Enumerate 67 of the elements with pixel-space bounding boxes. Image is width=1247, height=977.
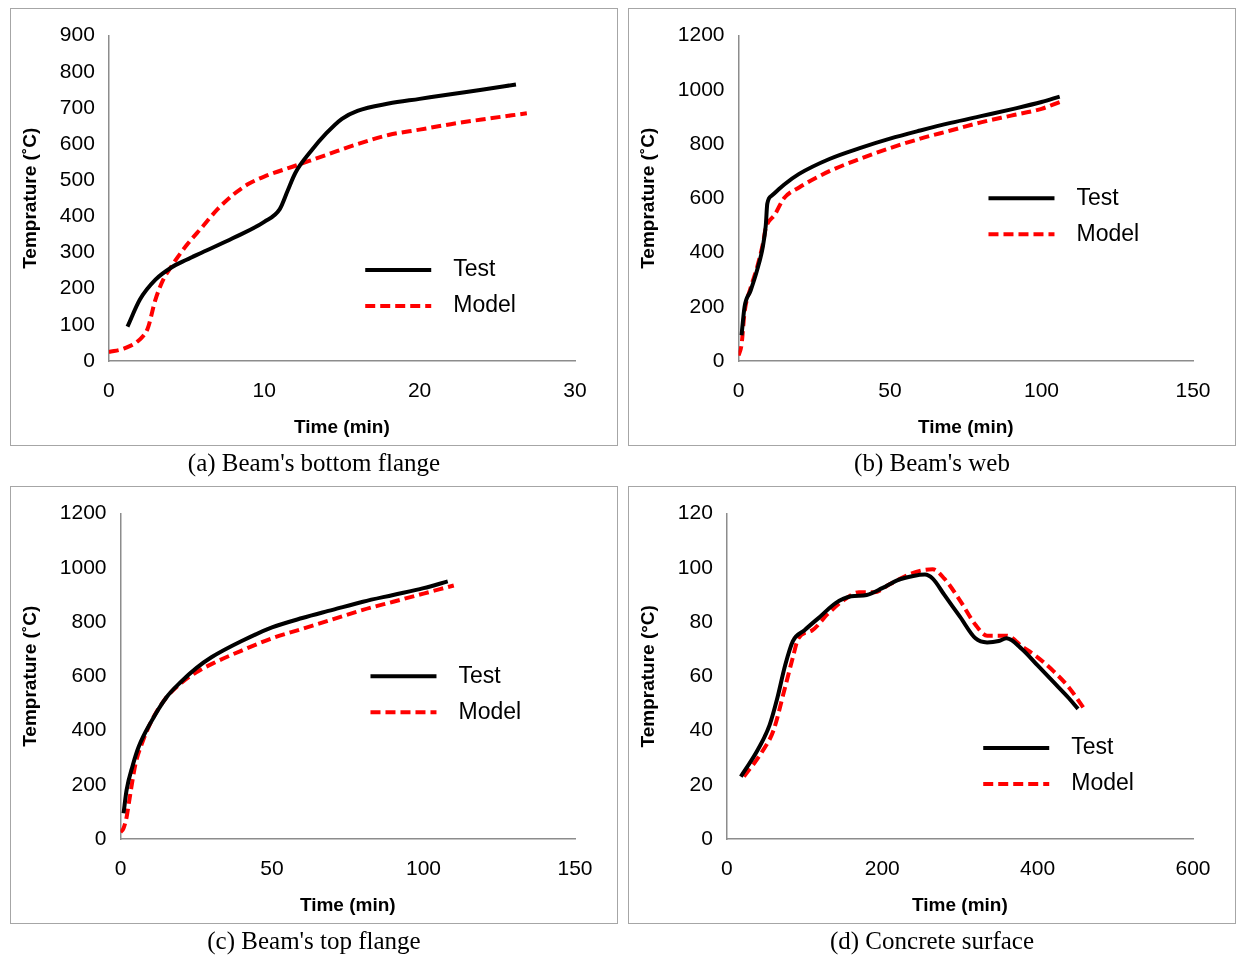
y-tick-label: 500 bbox=[59, 167, 95, 191]
y-tick-label: 40 bbox=[689, 717, 713, 741]
y-tick-label: 0 bbox=[712, 347, 725, 371]
y-axis-title: Temprature (˚C) bbox=[636, 127, 658, 269]
x-tick-label: 100 bbox=[1023, 378, 1060, 402]
text: (d) Concrete surface bbox=[829, 926, 1035, 957]
legend-label: Test bbox=[458, 661, 502, 688]
y-tick-label: 200 bbox=[689, 293, 725, 317]
y-tick-label: 100 bbox=[59, 311, 95, 335]
y-tick-label: 600 bbox=[689, 185, 725, 209]
y-tick-label: 200 bbox=[71, 771, 107, 795]
y-tick-label: 60 bbox=[689, 663, 713, 687]
y-tick-label: 1000 bbox=[677, 76, 725, 100]
y-axis-title: Temprature (°C) bbox=[636, 605, 658, 748]
y-tick-label: 900 bbox=[59, 22, 95, 46]
y-tick-label: 800 bbox=[59, 58, 95, 82]
legend-label: Model bbox=[1071, 769, 1134, 796]
legend-label: Model bbox=[453, 291, 516, 318]
y-axis-title: Temprature (˚C) bbox=[18, 605, 40, 747]
text: (a) Beam's bottom flange bbox=[187, 448, 441, 479]
y-tick-label: 20 bbox=[689, 771, 713, 795]
x-tick-label: 0 bbox=[732, 378, 745, 402]
y-tick-label: 80 bbox=[689, 608, 713, 632]
x-tick-label: 100 bbox=[405, 856, 442, 880]
x-tick-label: 200 bbox=[864, 856, 900, 880]
y-axis-title: Temprature (˚C) bbox=[18, 127, 40, 269]
legend-label: Model bbox=[1076, 219, 1140, 246]
x-tick-label: 30 bbox=[563, 378, 587, 402]
line-series bbox=[108, 111, 529, 354]
text: (c) Beam's top flange bbox=[207, 926, 421, 957]
y-tick-label: 600 bbox=[59, 130, 95, 154]
legend-label: Test bbox=[453, 255, 497, 282]
text: (b) Beam's web bbox=[854, 448, 1010, 479]
x-axis-title: Time (min) bbox=[917, 415, 1014, 437]
y-tick-label: 600 bbox=[71, 663, 107, 687]
y-tick-label: 0 bbox=[94, 825, 107, 849]
y-tick-label: 400 bbox=[71, 717, 107, 741]
x-axis-title: Time (min) bbox=[294, 415, 390, 437]
y-tick-label: 400 bbox=[59, 203, 95, 227]
legend-label: Model bbox=[458, 697, 522, 724]
x-tick-label: 600 bbox=[1175, 856, 1211, 880]
y-tick-label: 400 bbox=[689, 239, 725, 263]
x-tick-label: 150 bbox=[1175, 378, 1211, 402]
x-tick-label: 50 bbox=[260, 856, 284, 880]
y-tick-label: 0 bbox=[83, 347, 95, 371]
x-tick-label: 400 bbox=[1020, 856, 1056, 880]
line-series bbox=[125, 82, 518, 329]
y-tick-label: 300 bbox=[59, 239, 95, 263]
y-tick-label: 800 bbox=[689, 130, 725, 154]
y-tick-label: 100 bbox=[677, 554, 713, 578]
x-tick-label: 50 bbox=[878, 378, 902, 402]
legend-label: Test bbox=[1076, 183, 1120, 210]
x-axis-title: Time (min) bbox=[912, 893, 1008, 915]
y-tick-label: 800 bbox=[71, 608, 107, 632]
x-axis-title: Time (min) bbox=[299, 893, 396, 915]
y-tick-label: 120 bbox=[677, 500, 713, 524]
y-tick-label: 200 bbox=[59, 275, 95, 299]
y-tick-label: 1200 bbox=[59, 500, 107, 524]
y-tick-label: 700 bbox=[59, 94, 95, 118]
y-tick-label: 0 bbox=[701, 825, 713, 849]
x-tick-label: 10 bbox=[252, 378, 276, 402]
x-tick-label: 0 bbox=[114, 856, 127, 880]
y-tick-label: 1200 bbox=[677, 22, 725, 46]
x-tick-label: 150 bbox=[557, 856, 593, 880]
y-tick-label: 1000 bbox=[59, 554, 107, 578]
legend-label: Test bbox=[1071, 733, 1115, 760]
x-tick-label: 20 bbox=[407, 378, 432, 402]
